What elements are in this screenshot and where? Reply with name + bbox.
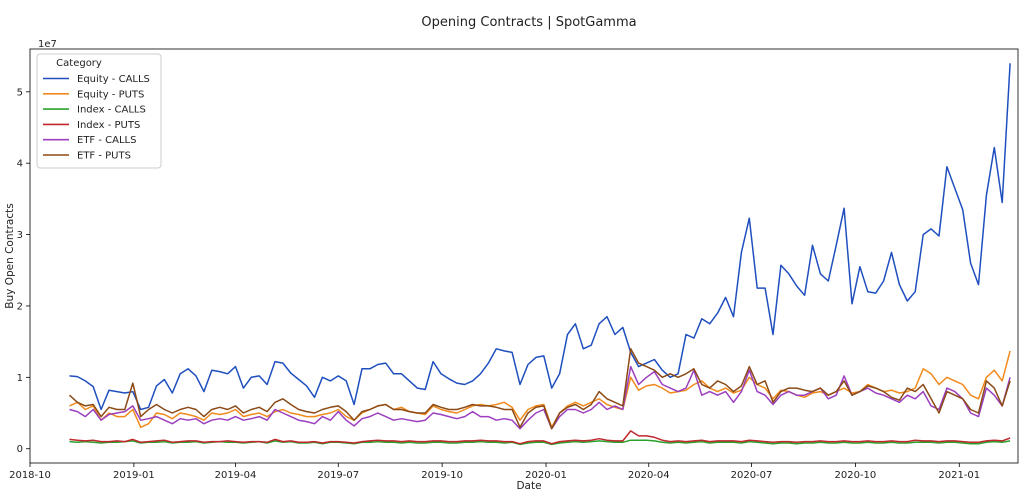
series-line-equity-calls xyxy=(69,63,1011,411)
legend-entry-label: ETF - PUTS xyxy=(77,151,131,162)
legend: Category Equity - CALLS Equity - PUTS Index… xyxy=(36,53,162,169)
axis-ticks: 2018-10 2019-01 2019-04 2019-07 2019-10 2020-… xyxy=(9,87,980,481)
y-axis-label: Buy Open Contracts xyxy=(4,203,16,308)
legend-entry-label: ETF - CALLS xyxy=(77,135,136,146)
y-tick-label: 1 xyxy=(17,373,23,384)
legend-title: Category xyxy=(56,58,102,69)
x-tick-label: 2019-07 xyxy=(317,470,359,481)
y-scale-label: 1e7 xyxy=(38,39,57,50)
x-tick-label: 2021-01 xyxy=(938,470,980,481)
series-line-equity-puts xyxy=(69,350,1011,429)
chart-title: Opening Contracts | SpotGamma xyxy=(421,15,636,30)
legend-entry-label: Equity - PUTS xyxy=(77,89,144,100)
y-tick-label: 0 xyxy=(17,444,23,455)
series-line-etf-puts xyxy=(68,348,1011,430)
x-tick-label: 2019-04 xyxy=(215,470,257,481)
series-lines xyxy=(68,63,1011,446)
series-line-etf-calls xyxy=(69,365,1011,430)
x-tick-label: 2020-07 xyxy=(731,470,773,481)
legend-entry-label: Equity - CALLS xyxy=(77,74,150,85)
plot-frame xyxy=(29,48,1019,464)
legend-entry-label: Index - PUTS xyxy=(77,120,140,131)
y-tick-label: 4 xyxy=(17,159,23,170)
series-line-index-puts xyxy=(69,430,1011,445)
y-tick-label: 2 xyxy=(17,301,23,312)
y-tick-label: 3 xyxy=(17,230,23,241)
x-tick-label: 2020-04 xyxy=(628,470,670,481)
series-line-index-calls xyxy=(69,439,1011,446)
x-tick-label: 2018-10 xyxy=(9,470,51,481)
x-tick-label: 2019-01 xyxy=(113,470,155,481)
x-tick-label: 2019-10 xyxy=(421,470,463,481)
x-tick-label: 2020-01 xyxy=(525,470,567,481)
legend-entry-label: Index - CALLS xyxy=(77,105,146,116)
x-tick-label: 2020-10 xyxy=(835,470,877,481)
x-axis-label: Date xyxy=(516,480,541,492)
y-tick-label: 5 xyxy=(17,87,23,98)
